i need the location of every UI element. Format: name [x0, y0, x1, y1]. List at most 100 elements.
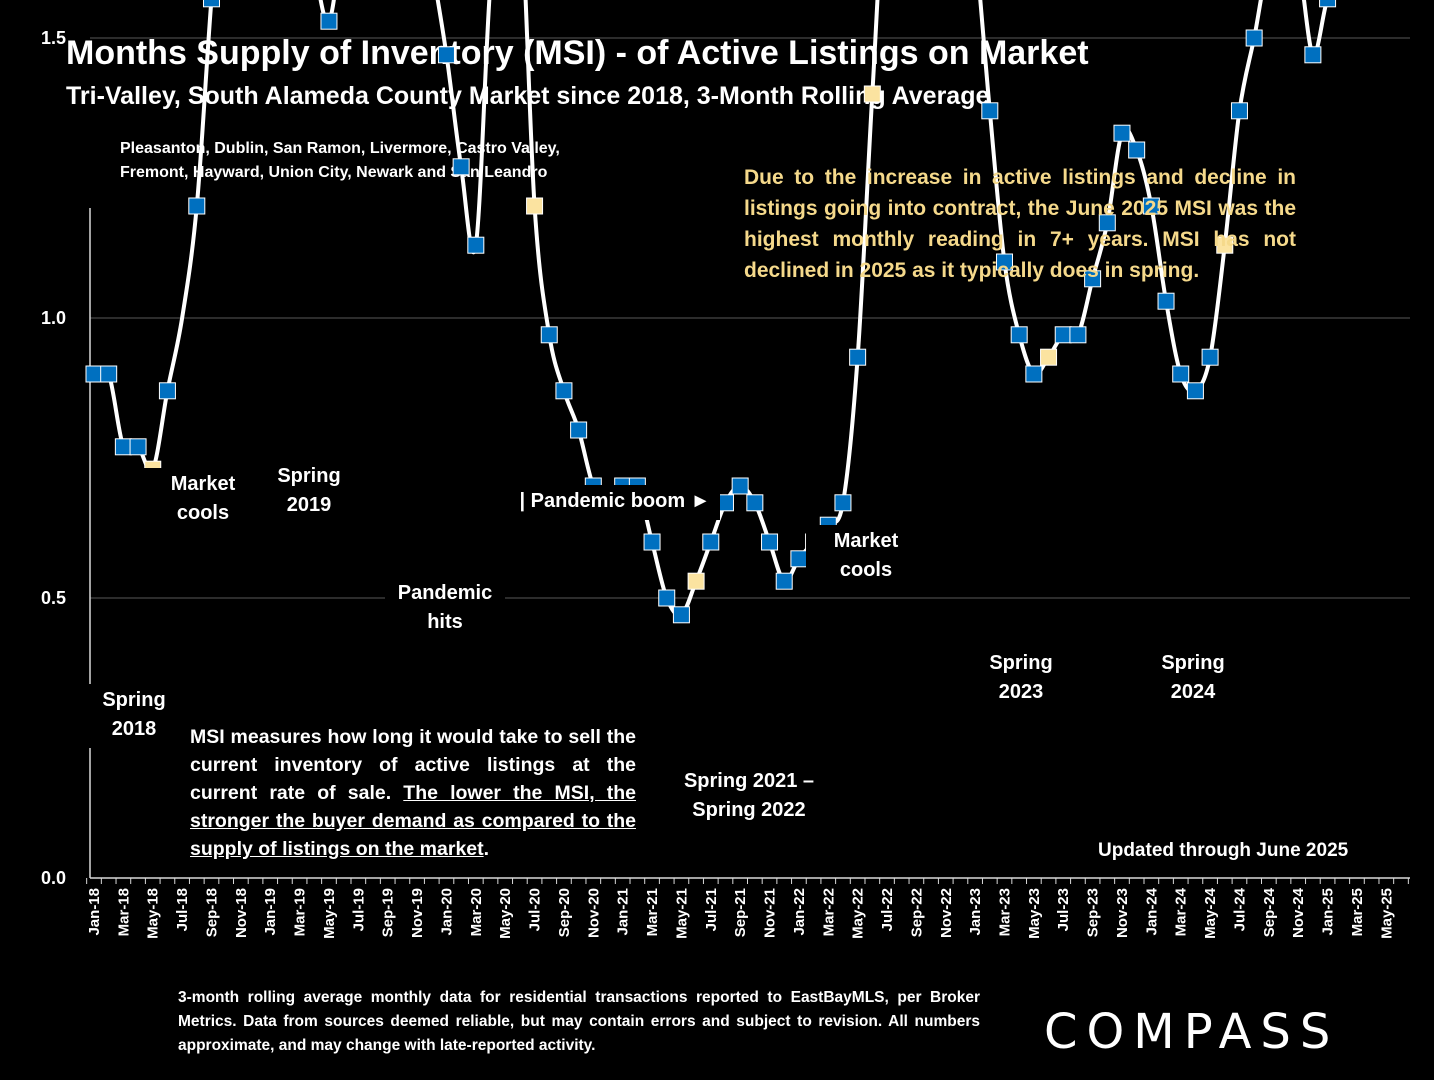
data-point-marker: [849, 348, 867, 366]
x-tick-label: Jan-25: [1320, 888, 1337, 936]
x-tick-label: Jan-20: [438, 888, 455, 936]
cities-line-1: Pleasanton, Dublin, San Ramon, Livermore…: [120, 140, 560, 157]
annotation-label: Spring: [277, 465, 340, 487]
data-point-marker: [1172, 365, 1190, 383]
x-tick-label: May-25: [1378, 888, 1395, 939]
x-tick-label: May-22: [850, 888, 867, 939]
x-tick-label: Nov-22: [938, 888, 955, 938]
x-tick-label: Nov-20: [585, 888, 602, 938]
annotation-label: | Pandemic boom ►: [520, 490, 711, 512]
x-tick-label: May-19: [321, 888, 338, 939]
annotation-background: [689, 765, 809, 829]
x-tick-label: Mar-20: [468, 888, 485, 936]
data-point-marker: [555, 382, 573, 400]
x-tick-label: Mar-22: [820, 888, 837, 936]
annotation-background: [806, 525, 926, 589]
data-point-marker: [1245, 29, 1263, 47]
annotation-label: 2023: [999, 681, 1044, 703]
x-tick-label: Sep-22: [908, 888, 925, 937]
annotation-label: hits: [427, 611, 463, 633]
data-point-marker: [761, 533, 779, 551]
data-point-marker: [1216, 236, 1234, 254]
x-tick-label: Jul-23: [1055, 888, 1072, 931]
annotation-background: [510, 485, 720, 520]
data-point-marker: [672, 606, 690, 624]
x-tick-label: May-20: [497, 888, 514, 939]
data-point-marker: [1319, 0, 1337, 8]
data-point-marker: [1054, 326, 1072, 344]
x-tick-label: Jul-19: [350, 888, 367, 931]
annotation-label: Market: [171, 473, 236, 495]
x-tick-label: Mar-23: [996, 888, 1013, 936]
data-point-marker: [1128, 141, 1146, 159]
x-tick-label: Jul-22: [879, 888, 896, 931]
annotation-background: [143, 468, 263, 532]
x-tick-label: May-18: [145, 888, 162, 939]
y-tick-label: 1.5: [41, 28, 66, 48]
data-point-marker: [85, 365, 103, 383]
x-tick-label: Jan-18: [86, 888, 103, 936]
x-tick-label: Jul-20: [527, 888, 544, 931]
x-tick-label: Nov-18: [233, 888, 250, 938]
data-point-marker: [114, 438, 132, 456]
x-tick-label: Jul-21: [703, 888, 720, 931]
source-footnote: 3-month rolling average monthly data for…: [178, 989, 980, 1054]
x-tick-label: Nov-21: [762, 888, 779, 938]
data-point-marker: [1201, 348, 1219, 366]
x-tick-label: Nov-19: [409, 888, 426, 938]
data-point-marker: [1230, 102, 1248, 120]
x-tick-label: Sep-24: [1261, 887, 1278, 937]
data-point-marker: [1069, 326, 1087, 344]
june-2025-callout: Due to the increase in active listings a…: [744, 166, 1296, 282]
data-point-marker: [834, 494, 852, 512]
cities-line-2: Fremont, Hayward, Union City, Newark and…: [120, 164, 548, 181]
x-tick-label: May-23: [1026, 888, 1043, 939]
annotation-label: Spring: [1161, 652, 1224, 674]
x-tick-label: Mar-18: [115, 888, 132, 936]
data-point-marker: [1040, 348, 1058, 366]
x-tick-label: Jan-23: [967, 888, 984, 936]
updated-through-label: Updated through June 2025: [1098, 840, 1349, 861]
x-tick-label: Sep-18: [203, 888, 220, 937]
x-tick-label: Jan-21: [615, 888, 632, 936]
x-tick-label: May-21: [673, 888, 690, 939]
annotation-label: Spring 2021 –: [684, 770, 814, 792]
x-tick-label: Jan-24: [1143, 887, 1160, 935]
msi-note-end: .: [483, 838, 490, 860]
x-tick-label: Mar-24: [1173, 887, 1190, 936]
x-tick-label: Nov-23: [1114, 888, 1131, 938]
data-point-marker: [775, 572, 793, 590]
data-point-marker: [687, 572, 705, 590]
data-point-marker: [452, 158, 470, 176]
data-point-marker: [643, 533, 661, 551]
annotation-label: cools: [840, 559, 892, 581]
x-tick-label: Sep-23: [1085, 888, 1102, 937]
x-tick-label: Jan-22: [791, 888, 808, 936]
data-point-marker: [995, 253, 1013, 271]
data-point-marker: [320, 12, 338, 30]
y-tick-label: 0.5: [41, 588, 66, 608]
data-point-marker: [1304, 46, 1322, 64]
data-point-marker: [1084, 270, 1102, 288]
data-point-marker: [158, 382, 176, 400]
data-point-marker: [540, 326, 558, 344]
x-tick-label: Sep-21: [732, 888, 749, 937]
compass-logo: COMPASS: [1044, 1004, 1340, 1060]
annotation-background: [74, 684, 194, 748]
x-tick-label: Jan-19: [262, 888, 279, 936]
msi-note-underlined: The lower the MSI, the stronger the buye…: [190, 782, 637, 860]
data-point-marker: [981, 102, 999, 120]
annotation-label: Pandemic: [398, 582, 492, 604]
data-point-marker: [129, 438, 147, 456]
msi-note-text: MSI measures how long it would take to s…: [190, 726, 636, 804]
data-point-marker: [437, 46, 455, 64]
annotation-background: [961, 647, 1081, 711]
annotation-background: [385, 577, 505, 641]
annotation-label: Spring: [989, 652, 1052, 674]
data-point-marker: [863, 85, 881, 103]
annotation-label: 2019: [287, 494, 332, 516]
data-point-marker: [731, 477, 749, 495]
data-point-marker: [467, 236, 485, 254]
data-point-marker: [746, 494, 764, 512]
